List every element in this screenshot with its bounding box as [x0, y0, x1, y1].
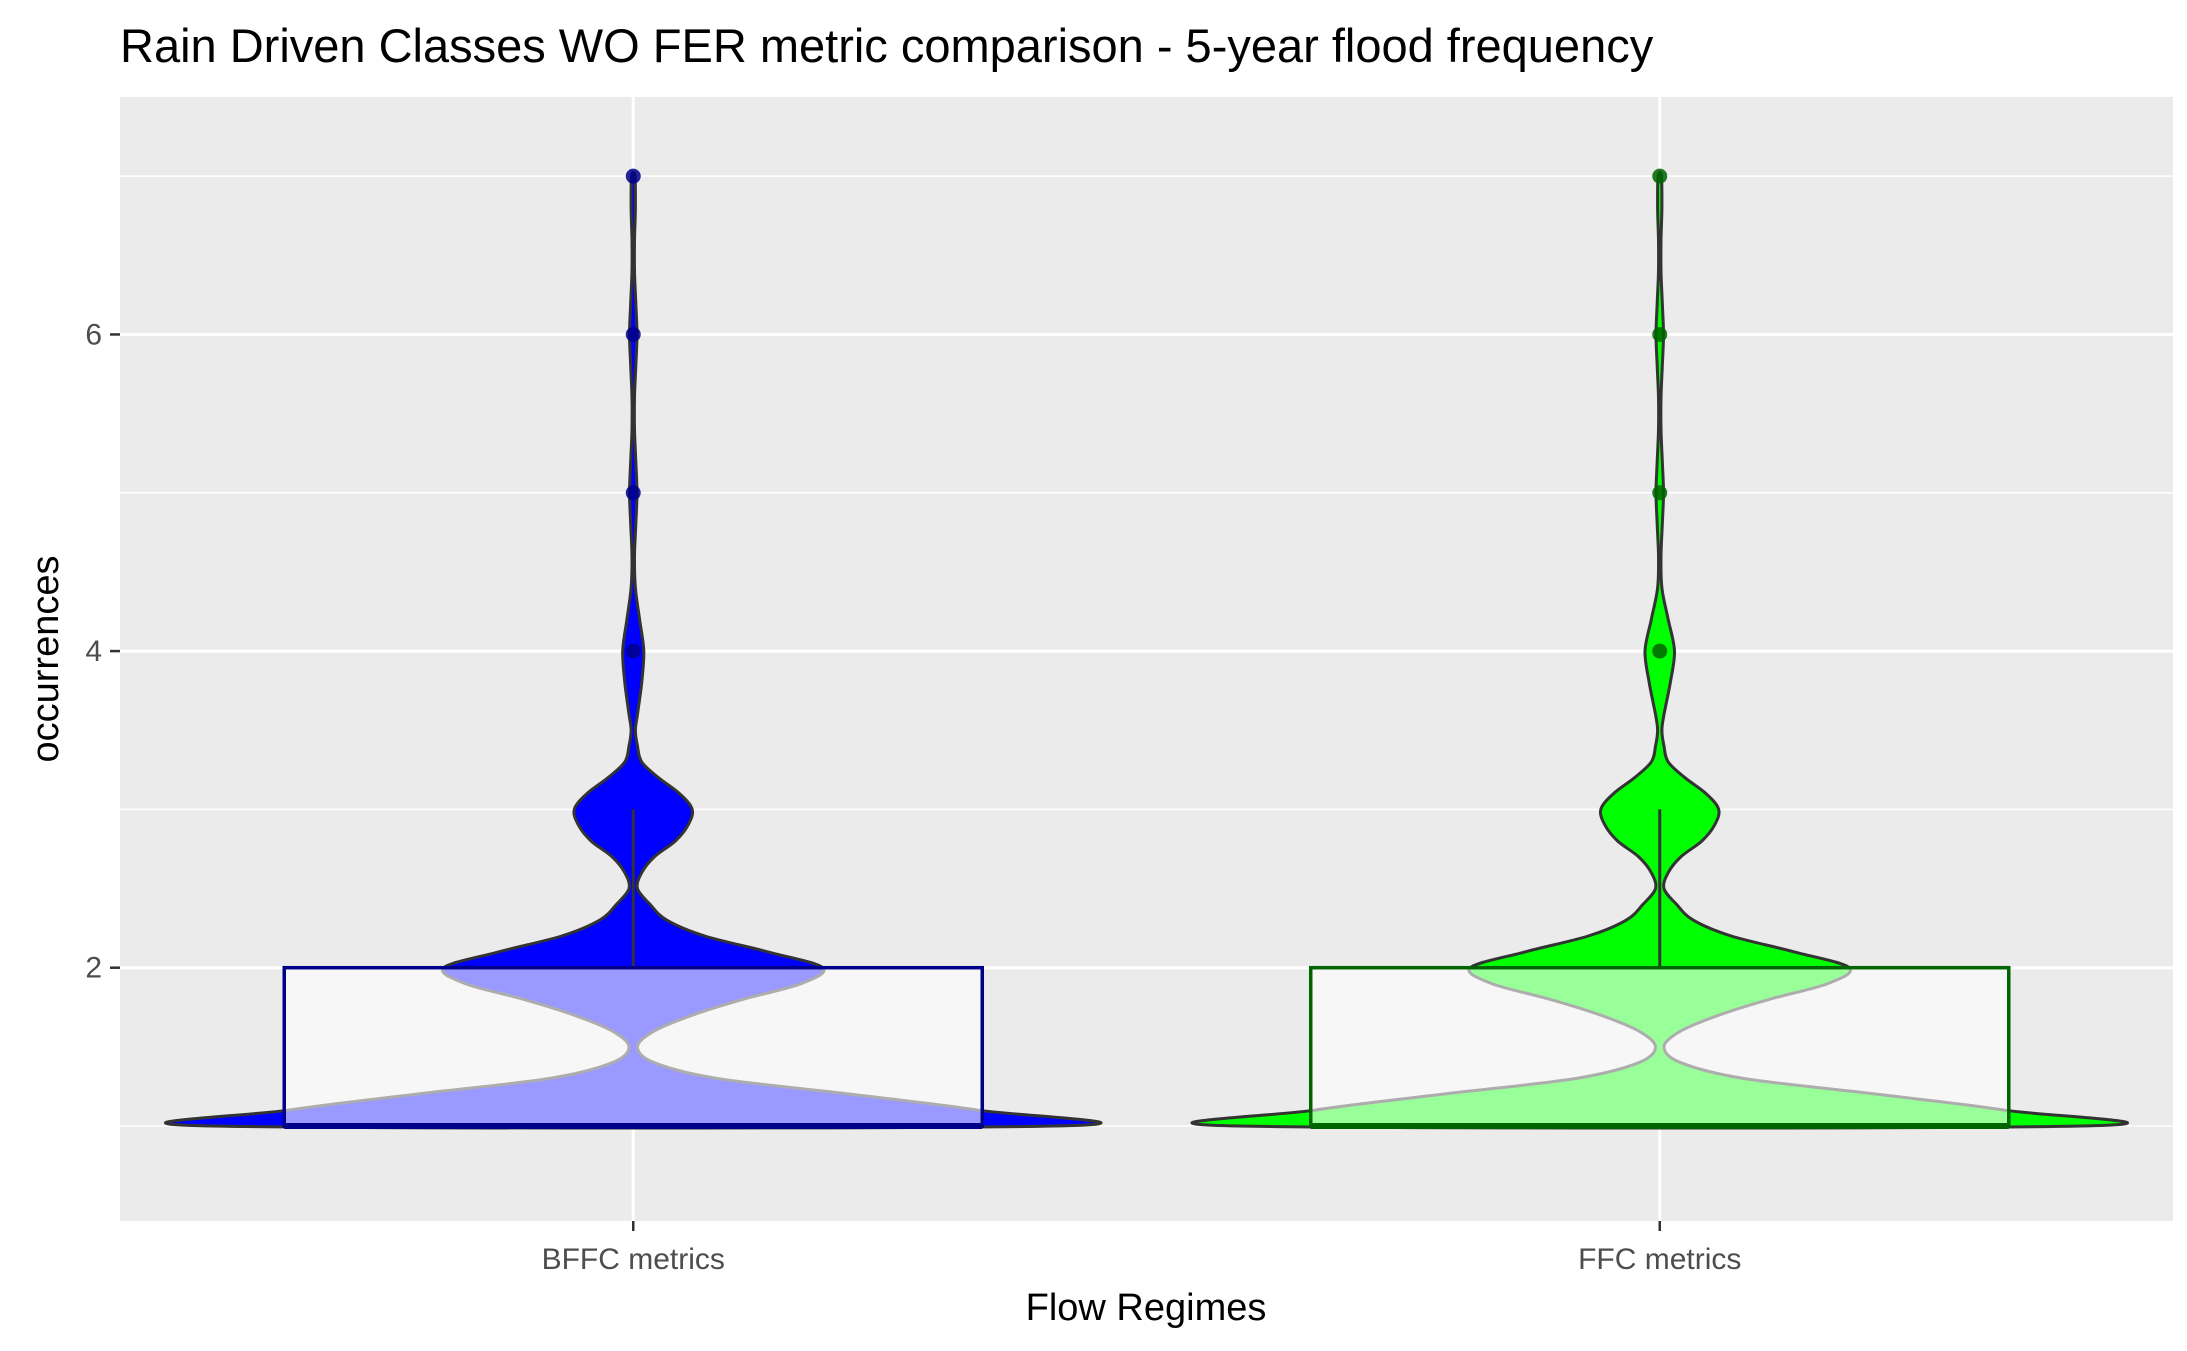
outlier-point: [625, 485, 641, 501]
outlier-point: [1652, 326, 1668, 342]
outlier-point: [625, 643, 641, 659]
outlier-point: [1652, 485, 1668, 501]
axes: 2 4 6 BFFC metrics FFC metrics: [85, 318, 1741, 1276]
box-iqr: [1308, 965, 2011, 1128]
boxplots: [282, 809, 2011, 1130]
box-iqr: [282, 965, 985, 1128]
x-tick-label: BFFC metrics: [542, 1243, 725, 1276]
outlier-points: [625, 168, 1668, 659]
outlier-point: [1652, 168, 1668, 184]
outlier-point: [1652, 643, 1668, 659]
outlier-point: [625, 168, 641, 184]
outlier-point: [625, 326, 641, 342]
chart-title: Rain Driven Classes WO FER metric compar…: [120, 19, 1654, 72]
y-axis-title: occurrences: [25, 556, 67, 763]
y-tick-label: 4: [85, 635, 102, 668]
y-tick-label: 2: [85, 952, 102, 985]
y-tick-label: 6: [85, 318, 102, 351]
x-tick-label: FFC metrics: [1578, 1243, 1741, 1276]
x-axis-title: Flow Regimes: [1026, 1287, 1267, 1329]
